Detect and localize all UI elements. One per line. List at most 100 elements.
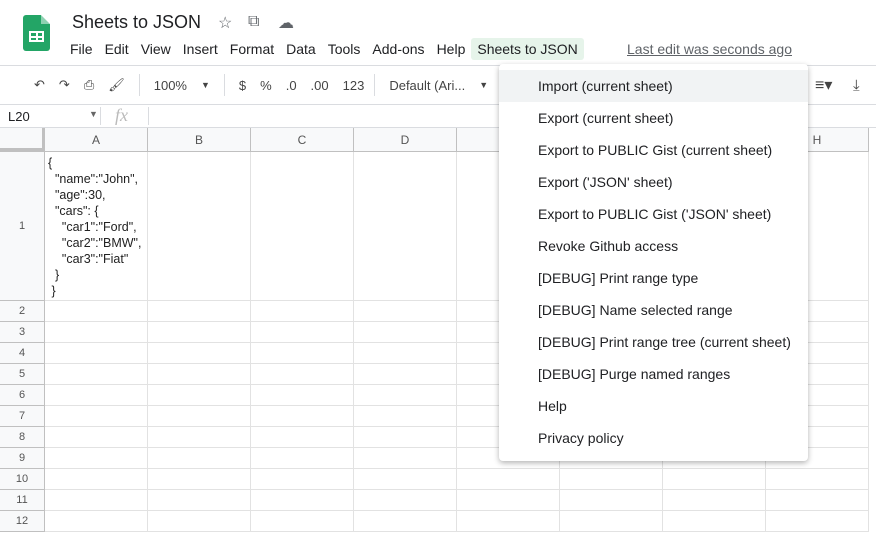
cell[interactable] bbox=[766, 511, 869, 532]
row-header[interactable]: 6 bbox=[0, 385, 45, 406]
zoom-select[interactable]: 100% bbox=[153, 77, 187, 93]
menu-sheets-to-json[interactable]: Sheets to JSON bbox=[471, 38, 584, 60]
cell[interactable] bbox=[354, 301, 457, 322]
cell[interactable] bbox=[251, 301, 354, 322]
cell[interactable] bbox=[148, 152, 251, 301]
menu-data[interactable]: Data bbox=[286, 41, 316, 57]
menu-item[interactable]: Privacy policy bbox=[538, 430, 624, 446]
cell[interactable] bbox=[251, 427, 354, 448]
menu-view[interactable]: View bbox=[140, 41, 171, 57]
cell[interactable] bbox=[45, 427, 148, 448]
cell[interactable] bbox=[766, 152, 869, 301]
menu-item[interactable]: Export (current sheet) bbox=[538, 110, 674, 126]
column-header[interactable]: C bbox=[251, 128, 354, 152]
cell[interactable] bbox=[354, 469, 457, 490]
cell[interactable] bbox=[45, 511, 148, 532]
cell[interactable] bbox=[766, 427, 869, 448]
row-header[interactable]: 5 bbox=[0, 364, 45, 385]
cell[interactable] bbox=[766, 322, 869, 343]
menu-item[interactable]: Export to PUBLIC Gist ('JSON' sheet) bbox=[538, 206, 772, 222]
cell[interactable] bbox=[251, 448, 354, 469]
last-edit-link[interactable]: Last edit was seconds ago bbox=[627, 41, 792, 57]
row-header[interactable]: 8 bbox=[0, 427, 45, 448]
name-box[interactable]: L20 bbox=[8, 109, 30, 124]
cell[interactable] bbox=[251, 511, 354, 532]
cell[interactable] bbox=[766, 469, 869, 490]
cell[interactable] bbox=[766, 364, 869, 385]
cell[interactable] bbox=[560, 469, 663, 490]
cell[interactable] bbox=[354, 448, 457, 469]
menu-item[interactable]: Help bbox=[538, 398, 567, 414]
menu-format[interactable]: Format bbox=[229, 41, 275, 57]
cell[interactable] bbox=[457, 469, 560, 490]
cell[interactable] bbox=[148, 406, 251, 427]
cell[interactable] bbox=[354, 364, 457, 385]
cell[interactable] bbox=[354, 490, 457, 511]
cell[interactable] bbox=[354, 385, 457, 406]
cell[interactable] bbox=[148, 469, 251, 490]
row-header[interactable]: 9 bbox=[0, 448, 45, 469]
row-header[interactable]: 1 bbox=[0, 152, 45, 301]
row-header[interactable]: 10 bbox=[0, 469, 45, 490]
column-header[interactable]: A bbox=[45, 128, 148, 152]
menu-item[interactable]: Export to PUBLIC Gist (current sheet) bbox=[538, 142, 773, 158]
row-header[interactable]: 7 bbox=[0, 406, 45, 427]
font-select[interactable]: Default (Ari... bbox=[389, 77, 466, 93]
menu-edit[interactable]: Edit bbox=[104, 41, 129, 57]
menu-item[interactable]: Revoke Github access bbox=[538, 238, 679, 254]
column-header[interactable]: B bbox=[148, 128, 251, 152]
cell[interactable] bbox=[354, 406, 457, 427]
paint-format-icon[interactable]: 🖌 bbox=[108, 77, 125, 92]
increase-decimal-button[interactable]: .00 bbox=[310, 77, 329, 93]
cell[interactable] bbox=[354, 343, 457, 364]
cell[interactable] bbox=[45, 322, 148, 343]
cell[interactable] bbox=[251, 152, 354, 301]
sheets-logo-icon[interactable] bbox=[23, 15, 50, 51]
cell[interactable] bbox=[45, 490, 148, 511]
cell[interactable] bbox=[251, 343, 354, 364]
menu-add-ons[interactable]: Add-ons bbox=[372, 41, 425, 57]
row-header[interactable]: 2 bbox=[0, 301, 45, 322]
vertical-align-bottom-icon[interactable]: ⤓ bbox=[853, 76, 860, 94]
align-left-icon[interactable]: ≡▾ bbox=[815, 77, 833, 94]
decrease-decimal-button[interactable]: .0 bbox=[285, 77, 297, 93]
cell[interactable] bbox=[766, 385, 869, 406]
cell[interactable] bbox=[45, 448, 148, 469]
menu-insert[interactable]: Insert bbox=[182, 41, 218, 57]
cell[interactable] bbox=[766, 343, 869, 364]
cell[interactable] bbox=[251, 406, 354, 427]
cell[interactable] bbox=[663, 511, 766, 532]
cell[interactable] bbox=[766, 448, 869, 469]
currency-button[interactable]: $ bbox=[238, 77, 247, 93]
document-title[interactable]: Sheets to JSON bbox=[72, 12, 202, 32]
number-format-button[interactable]: 123 bbox=[342, 77, 365, 93]
cell[interactable] bbox=[148, 322, 251, 343]
move-folder-icon[interactable]: ⧉ bbox=[248, 13, 260, 30]
chevron-down-icon[interactable]: ▼ bbox=[200, 80, 210, 90]
percent-button[interactable]: % bbox=[260, 77, 272, 93]
column-header[interactable]: D bbox=[354, 128, 457, 152]
cell-a1-content[interactable]: { "name":"John", "age":30, "cars": { "ca… bbox=[48, 156, 142, 298]
cell[interactable] bbox=[251, 490, 354, 511]
cell[interactable] bbox=[663, 490, 766, 511]
cell[interactable] bbox=[560, 511, 663, 532]
cell[interactable] bbox=[766, 301, 869, 322]
cell[interactable] bbox=[45, 152, 148, 301]
chevron-down-icon[interactable]: ▼ bbox=[479, 80, 489, 90]
cell[interactable] bbox=[251, 364, 354, 385]
cell[interactable] bbox=[45, 364, 148, 385]
cell[interactable] bbox=[457, 490, 560, 511]
cell[interactable] bbox=[457, 511, 560, 532]
menu-item[interactable]: Import (current sheet) bbox=[499, 70, 808, 102]
menu-file[interactable]: File bbox=[70, 41, 93, 57]
cell[interactable] bbox=[148, 301, 251, 322]
undo-icon[interactable]: ↶ bbox=[34, 77, 45, 92]
cloud-status-icon[interactable]: ☁ bbox=[278, 15, 294, 32]
cell[interactable] bbox=[45, 469, 148, 490]
star-icon[interactable]: ☆ bbox=[218, 15, 233, 32]
row-header[interactable]: 12 bbox=[0, 511, 45, 532]
cell[interactable] bbox=[251, 469, 354, 490]
cell[interactable] bbox=[45, 343, 148, 364]
select-all-corner[interactable] bbox=[0, 128, 46, 152]
cell[interactable] bbox=[148, 364, 251, 385]
